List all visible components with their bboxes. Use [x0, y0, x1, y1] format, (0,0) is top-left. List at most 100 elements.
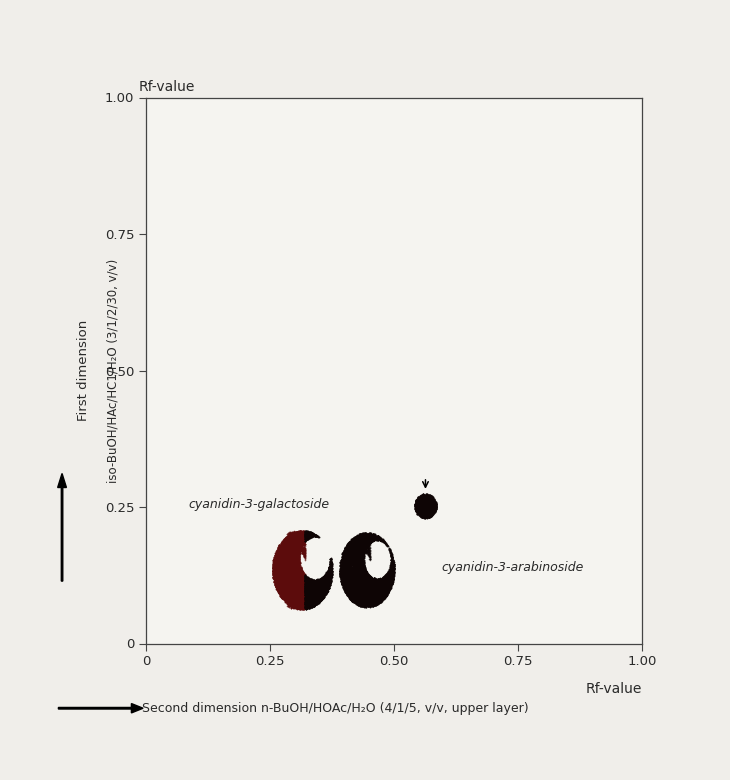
Point	[344, 566, 356, 579]
Point	[280, 549, 291, 562]
Point	[366, 579, 377, 591]
Point	[342, 544, 353, 557]
Point	[290, 528, 301, 541]
Point	[315, 592, 326, 604]
Point	[349, 558, 361, 571]
Point	[274, 566, 285, 578]
Point	[291, 533, 303, 545]
Point	[340, 576, 352, 589]
Point	[293, 541, 304, 553]
Point	[294, 575, 306, 587]
Point	[365, 580, 377, 593]
Point	[287, 570, 299, 583]
Point	[275, 580, 287, 593]
Point	[364, 585, 375, 597]
Point	[288, 588, 299, 601]
Point	[352, 532, 364, 544]
Point	[292, 554, 304, 566]
Point	[414, 502, 426, 514]
Point	[337, 569, 349, 581]
Point	[289, 580, 301, 592]
Point	[364, 594, 376, 607]
Point	[290, 555, 301, 567]
Point	[323, 570, 334, 583]
Point	[274, 568, 286, 580]
Point	[296, 595, 307, 608]
Point	[369, 598, 380, 611]
Point	[304, 576, 315, 588]
Point	[339, 565, 350, 577]
Point	[283, 541, 294, 554]
Point	[379, 571, 391, 583]
Point	[345, 535, 357, 548]
Point	[423, 500, 435, 512]
Point	[274, 539, 286, 551]
Point	[364, 574, 375, 587]
Point	[283, 553, 295, 566]
Point	[285, 599, 297, 612]
Point	[355, 588, 366, 601]
Point	[305, 529, 317, 541]
Point	[285, 532, 297, 544]
Point	[288, 567, 300, 580]
Point	[322, 565, 334, 577]
Point	[308, 576, 320, 589]
Point	[285, 592, 297, 604]
Point	[294, 601, 306, 613]
Point	[358, 566, 369, 578]
Point	[283, 544, 295, 556]
Point	[354, 537, 366, 549]
Point	[338, 564, 350, 576]
Point	[348, 568, 360, 580]
Point	[287, 555, 299, 568]
Point	[427, 495, 439, 507]
Point	[373, 532, 385, 544]
Point	[295, 589, 307, 601]
Point	[344, 544, 356, 556]
Point	[302, 600, 314, 612]
Point	[340, 587, 352, 600]
Point	[288, 551, 300, 564]
Point	[383, 578, 395, 590]
Point	[318, 570, 330, 583]
Point	[351, 581, 363, 594]
Point	[384, 565, 396, 577]
Point	[307, 593, 319, 605]
Point	[295, 575, 307, 587]
Point	[426, 505, 438, 518]
Point	[277, 539, 289, 551]
Point	[420, 509, 432, 522]
Point	[291, 537, 302, 550]
Point	[316, 576, 328, 589]
Point	[282, 558, 293, 570]
Point	[429, 495, 441, 508]
Point	[304, 587, 316, 599]
Point	[368, 594, 380, 607]
Point	[288, 540, 300, 552]
Point	[349, 574, 361, 587]
Point	[278, 556, 290, 569]
Point	[364, 597, 375, 609]
Point	[297, 569, 309, 581]
Point	[361, 585, 373, 597]
Point	[323, 577, 335, 590]
Point	[295, 598, 307, 611]
Point	[284, 535, 296, 548]
Point	[296, 595, 307, 608]
Point	[361, 573, 373, 586]
Point	[363, 581, 374, 594]
Point	[304, 599, 315, 612]
Point	[361, 576, 372, 588]
Point	[377, 573, 388, 586]
Point	[272, 580, 283, 593]
Point	[305, 590, 317, 602]
Point	[289, 567, 301, 580]
Point	[347, 562, 358, 575]
Point	[411, 495, 423, 507]
Point	[358, 574, 370, 587]
Point	[310, 582, 322, 594]
Point	[346, 580, 358, 593]
Point	[364, 529, 376, 541]
Point	[354, 549, 366, 562]
Point	[376, 580, 388, 593]
